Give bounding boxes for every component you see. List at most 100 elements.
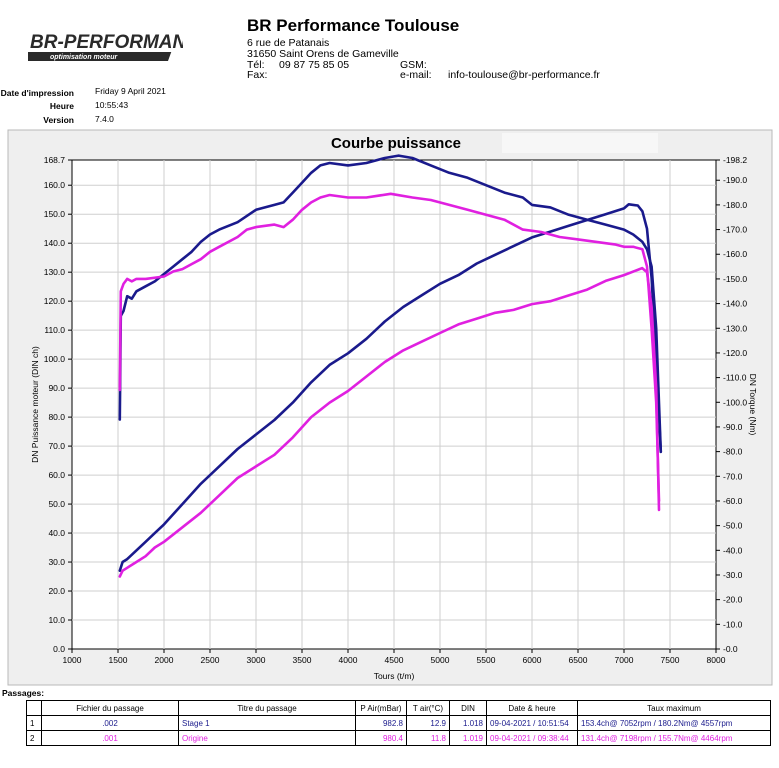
y2-tick-label: -160.0 bbox=[723, 249, 747, 259]
fax-label: Fax: bbox=[247, 69, 268, 81]
chart-title: Courbe puissance bbox=[331, 135, 461, 152]
x-tick-label: 6000 bbox=[523, 655, 542, 665]
version-label: Version bbox=[43, 115, 74, 125]
y2-tick-label: -10.0 bbox=[723, 619, 743, 629]
x-tick-label: 5000 bbox=[431, 655, 450, 665]
x-tick-label: 8000 bbox=[707, 655, 726, 665]
y2-tick-label: -20.0 bbox=[723, 595, 743, 605]
row-tair: 12.9 bbox=[406, 715, 450, 731]
y2-tick-label: -150.0 bbox=[723, 274, 747, 284]
email-label: e-mail: bbox=[400, 69, 432, 81]
y-tick-label: 168.7 bbox=[44, 155, 66, 165]
row-title: Origine bbox=[178, 730, 356, 746]
series-line-origine_power bbox=[118, 266, 661, 578]
svg-text:optimisation moteur: optimisation moteur bbox=[50, 54, 119, 61]
x-tick-label: 1000 bbox=[63, 655, 82, 665]
y-tick-label: 100.0 bbox=[44, 354, 66, 364]
col-header-index bbox=[26, 700, 42, 716]
y-tick-label: 30.0 bbox=[48, 557, 65, 567]
print-time-label: Heure bbox=[49, 101, 74, 111]
col-header-din: DIN bbox=[449, 700, 487, 716]
table-row[interactable]: 2 .001 Origine 980.4 11.8 1.019 09-04-20… bbox=[26, 730, 771, 746]
company-name: BR Performance Toulouse bbox=[247, 16, 460, 35]
y-tick-label: 90.0 bbox=[48, 383, 65, 393]
x-tick-label: 1500 bbox=[109, 655, 128, 665]
y-tick-label: 50.0 bbox=[48, 499, 65, 509]
x-tick-label: 3000 bbox=[247, 655, 266, 665]
y2-tick-label: -100.0 bbox=[723, 397, 747, 407]
row-pair: 982.8 bbox=[355, 715, 407, 731]
y-tick-label: 110.0 bbox=[44, 325, 65, 335]
col-header-max: Taux maximum bbox=[577, 700, 771, 716]
y-tick-label: 60.0 bbox=[48, 470, 65, 480]
y2-tick-label: -180.0 bbox=[723, 200, 747, 210]
col-header-title: Titre du passage bbox=[178, 700, 356, 716]
chart-title-band bbox=[288, 133, 502, 153]
row-index: 2 bbox=[26, 730, 42, 746]
y2-tick-label: -80.0 bbox=[723, 447, 743, 457]
y2-tick-label: -140.0 bbox=[723, 299, 747, 309]
y2-tick-label: -50.0 bbox=[723, 521, 743, 531]
x-tick-label: 3500 bbox=[293, 655, 312, 665]
y-tick-label: 160.0 bbox=[44, 180, 66, 190]
y2-tick-label: -30.0 bbox=[723, 570, 743, 580]
y-tick-label: 20.0 bbox=[48, 586, 65, 596]
y-tick-label: 0.0 bbox=[53, 644, 65, 654]
col-header-date: Date & heure bbox=[486, 700, 578, 716]
x-tick-label: 4000 bbox=[339, 655, 358, 665]
table-row[interactable]: 1 .002 Stage 1 982.8 12.9 1.018 09-04-20… bbox=[26, 715, 771, 731]
y-tick-label: 40.0 bbox=[48, 528, 65, 538]
y-tick-label: 130.0 bbox=[44, 267, 66, 277]
y2-tick-label: -198.2 bbox=[723, 155, 747, 165]
table-header-row: Fichier du passage Titre du passage P Ai… bbox=[26, 700, 771, 716]
passages-table: Fichier du passage Titre du passage P Ai… bbox=[26, 700, 771, 746]
row-din: 1.019 bbox=[449, 730, 487, 746]
y2-tick-label: -170.0 bbox=[723, 225, 747, 235]
y-tick-label: 140.0 bbox=[44, 238, 66, 248]
x-tick-label: 2000 bbox=[155, 655, 174, 665]
col-header-pair: P Air(mBar) bbox=[355, 700, 407, 716]
row-pair: 980.4 bbox=[355, 730, 407, 746]
row-file: .002 bbox=[41, 715, 179, 731]
y2-tick-label: -70.0 bbox=[723, 471, 743, 481]
series-line-origine_torque bbox=[118, 192, 661, 503]
y2-tick-label: -120.0 bbox=[723, 348, 747, 358]
power-chart-svg: Courbe puissance 1000 1500 2000 2500 3000 3500… bbox=[7, 129, 773, 686]
y2-tick-label: -90.0 bbox=[723, 422, 743, 432]
y-tick-label: 10.0 bbox=[48, 615, 65, 625]
y2-tick-label: -110.0 bbox=[723, 373, 747, 383]
row-index: 1 bbox=[26, 715, 42, 731]
y-tick-label: 150.0 bbox=[44, 209, 66, 219]
print-date-label: Date d'impression bbox=[0, 88, 74, 98]
row-file: .001 bbox=[41, 730, 179, 746]
row-max: 153.4ch@ 7052rpm / 180.2Nm@ 4557rpm bbox=[577, 715, 771, 731]
power-chart: Courbe puissance 1000 1500 2000 2500 3000 3500… bbox=[0, 128, 779, 688]
address-line-1: 6 rue de Patanais bbox=[247, 37, 330, 49]
br-performance-logo: BR-PERFORMANCE optimisation moteur bbox=[28, 32, 183, 61]
y-axis-label: DN Puissance moteur (DIN ch) bbox=[30, 346, 40, 463]
x-tick-label: 5500 bbox=[477, 655, 496, 665]
y-tick-label: 80.0 bbox=[48, 412, 65, 422]
y2-axis-label: DN Torque (Nm) bbox=[748, 374, 758, 436]
address-line-2: 31650 Saint Orens de Gameville bbox=[247, 48, 399, 60]
x-tick-label: 6500 bbox=[569, 655, 588, 665]
x-tick-label: 7500 bbox=[661, 655, 680, 665]
print-date-value: Friday 9 April 2021 bbox=[95, 86, 166, 96]
y2-tick-label: -0.0 bbox=[723, 644, 738, 654]
row-date: 09-04-2021 / 10:51:54 bbox=[486, 715, 578, 731]
x-tick-label: 4500 bbox=[385, 655, 404, 665]
row-din: 1.018 bbox=[449, 715, 487, 731]
x-tick-label: 7000 bbox=[615, 655, 634, 665]
email-value: info-toulouse@br-performance.fr bbox=[448, 69, 600, 81]
x-axis-label: Tours (t/m) bbox=[374, 671, 415, 681]
row-title: Stage 1 bbox=[178, 715, 356, 731]
y-tick-label: 70.0 bbox=[48, 441, 65, 451]
svg-text:BR-PERFORMANCE: BR-PERFORMANCE bbox=[30, 32, 183, 53]
row-max: 131.4ch@ 7198rpm / 155.7Nm@ 4464rpm bbox=[577, 730, 771, 746]
x-tick-label: 2500 bbox=[201, 655, 220, 665]
col-header-file: Fichier du passage bbox=[41, 700, 179, 716]
series-line-stage1_power bbox=[118, 203, 663, 572]
tel-label: Tél: bbox=[247, 59, 265, 71]
y2-tick-label: -190.0 bbox=[723, 175, 747, 185]
y2-tick-label: -60.0 bbox=[723, 496, 743, 506]
